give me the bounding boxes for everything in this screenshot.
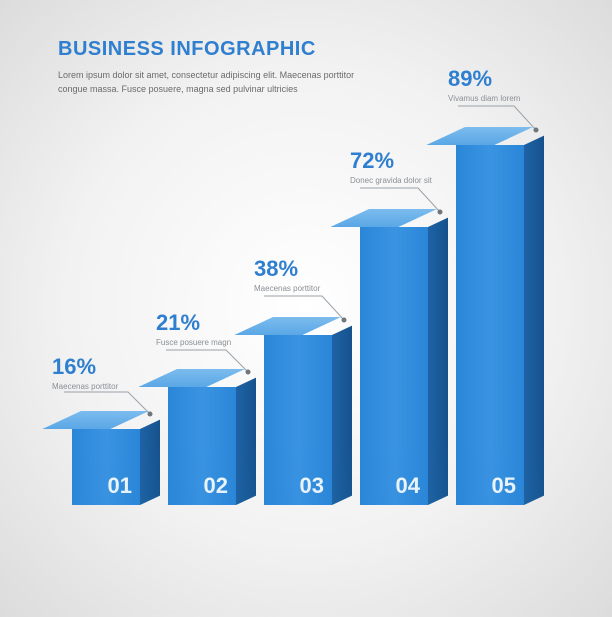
bar-03: 03 [264, 335, 352, 505]
callout-value: 89% [448, 66, 520, 92]
callout-02: 21% Fusce posuere magn [156, 310, 231, 348]
bar-number: 02 [204, 473, 228, 499]
callout-caption: Maecenas porttitor [52, 382, 118, 392]
bar-chart-3d: 01 16% Maecenas porttitor 02 21% Fusce posuer… [0, 0, 612, 612]
bar-02: 02 [168, 387, 256, 505]
callout-03: 38% Maecenas porttitor [254, 256, 320, 294]
callout-caption: Maecenas porttitor [254, 284, 320, 294]
callout-01: 16% Maecenas porttitor [52, 354, 118, 392]
callout-caption: Donec gravida dolor sit [350, 176, 432, 186]
callout-caption: Vivamus diam lorem [448, 94, 520, 104]
bar-number: 04 [396, 473, 420, 499]
bar-04: 04 [360, 227, 448, 505]
bar-01: 01 [72, 429, 160, 505]
callout-value: 72% [350, 148, 432, 174]
callout-value: 38% [254, 256, 320, 282]
callout-caption: Fusce posuere magn [156, 338, 231, 348]
bar-number: 01 [108, 473, 132, 499]
callout-04: 72% Donec gravida dolor sit [350, 148, 432, 186]
callout-05: 89% Vivamus diam lorem [448, 66, 520, 104]
bar-number: 03 [300, 473, 324, 499]
callout-value: 16% [52, 354, 118, 380]
callout-value: 21% [156, 310, 231, 336]
bar-number: 05 [492, 473, 516, 499]
bar-05: 05 [456, 145, 544, 505]
